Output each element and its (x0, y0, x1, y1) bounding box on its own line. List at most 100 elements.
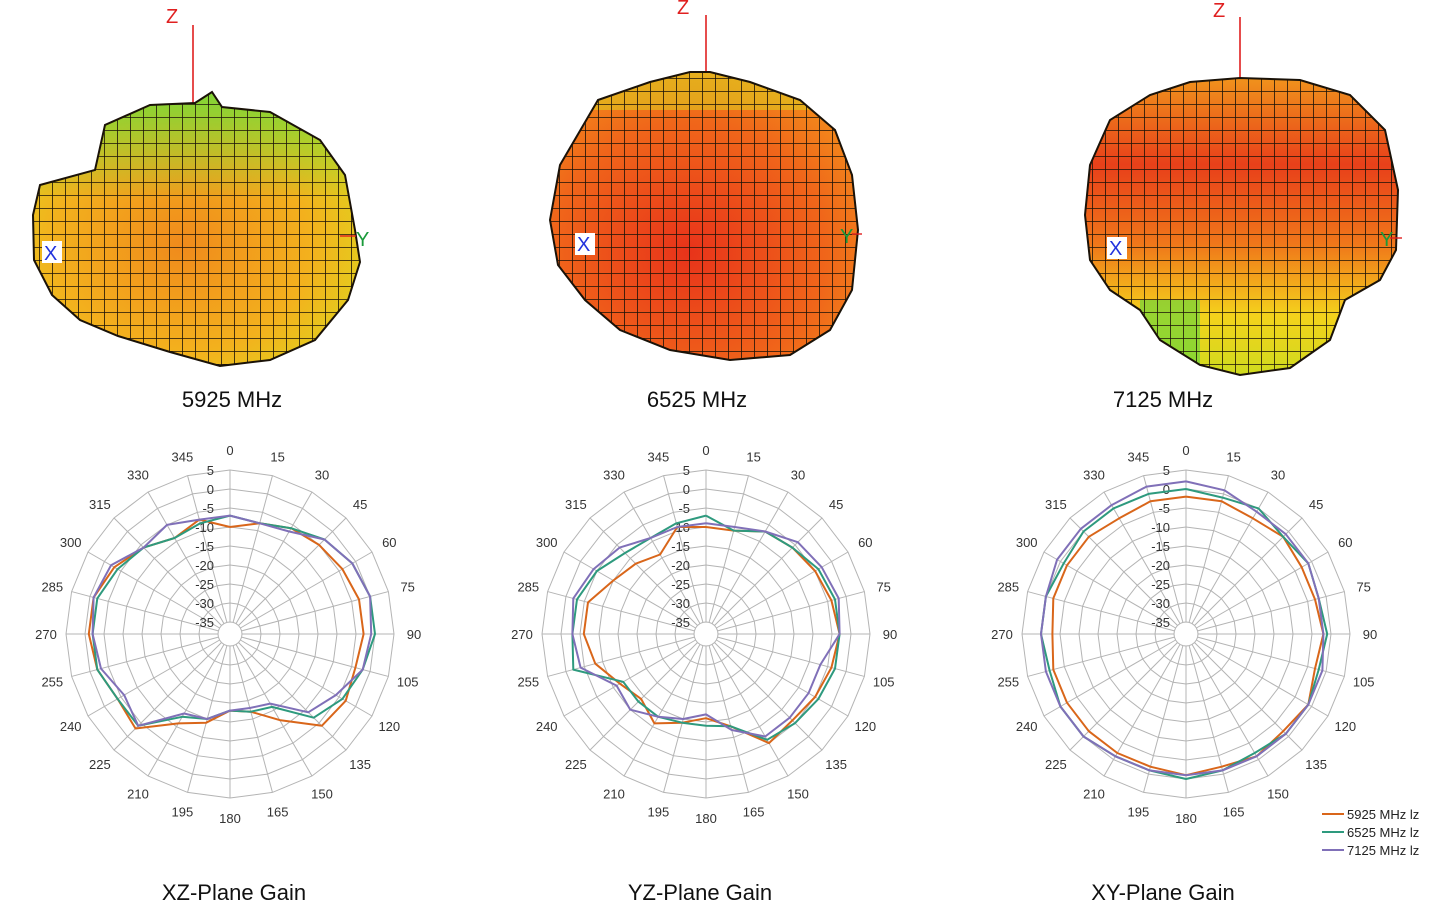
grid-spoke (708, 475, 749, 623)
angle-tick-label: 60 (858, 535, 872, 550)
grid-spoke (241, 591, 389, 632)
angle-tick-label: 210 (127, 786, 149, 801)
radial-tick-label: -30 (671, 596, 690, 611)
angle-tick-label: 120 (378, 719, 400, 734)
grid-spoke (1103, 491, 1181, 624)
radial-tick-label: 0 (683, 482, 690, 497)
angle-tick-label: 105 (873, 675, 895, 690)
yz-plane-gain-chart: 0 15 30 45 60 75 90 105 120 135 150 165 180 195 210 225… (511, 443, 897, 826)
angle-tick-label: 225 (89, 757, 111, 772)
angle-tick-label: 30 (791, 468, 805, 483)
radial-tick-label: -20 (1151, 558, 1170, 573)
angle-tick-label: 105 (1353, 675, 1375, 690)
radiation-pattern-3d-5925: Z X Y 5925 MHz (31, 6, 369, 412)
radial-tick-label: -5 (1158, 501, 1170, 516)
angle-tick-label: 210 (603, 786, 625, 801)
angle-tick-label: 15 (746, 449, 760, 464)
radial-tick-label: -35 (195, 615, 214, 630)
grid-spoke (589, 517, 698, 626)
grid-spoke (1069, 642, 1178, 751)
xz-plane-gain-chart: 0 15 30 45 60 75 90 105 120 135 150 165 180 195 210 225… (35, 443, 421, 826)
radial-tick-label: -30 (195, 596, 214, 611)
grid-spoke (113, 517, 222, 626)
legend-label: 7125 MHz lz (1347, 843, 1419, 858)
angle-tick-label: 300 (1016, 535, 1038, 550)
grid-spoke (240, 639, 373, 717)
grid-ring (217, 621, 243, 647)
grid-spoke (547, 591, 695, 632)
grid-spoke (1197, 636, 1345, 677)
angle-tick-label: 120 (854, 719, 876, 734)
chart-title-xz: XZ-Plane Gain (162, 880, 306, 905)
grid-spoke (714, 517, 823, 626)
grid-spoke (238, 517, 347, 626)
grid-spoke (71, 591, 219, 632)
radiation-pattern-3d-7125: Z X Y 7125 MHz (1083, 0, 1402, 412)
grid-spoke (187, 475, 228, 623)
angle-tick-label: 0 (1182, 443, 1189, 458)
angle-tick-label: 60 (382, 535, 396, 550)
angle-tick-label: 300 (536, 535, 558, 550)
series-line-3 (1040, 480, 1325, 777)
angle-tick-label: 330 (603, 468, 625, 483)
grid-spoke (1196, 639, 1329, 717)
grid-spoke (1188, 645, 1229, 793)
angle-tick-label: 195 (1128, 805, 1150, 820)
grid-spoke (147, 491, 225, 624)
series-line-3 (91, 514, 373, 727)
angle-tick-label: 270 (511, 627, 533, 642)
y-axis-label: Y (356, 229, 369, 251)
legend-label: 5925 MHz lz (1347, 807, 1419, 822)
grid-spoke (589, 642, 698, 751)
angle-tick-label: 150 (787, 786, 809, 801)
angle-tick-label: 270 (991, 627, 1013, 642)
grid-spoke (717, 636, 865, 677)
grid-spoke (241, 636, 389, 677)
frequency-caption: 5925 MHz (182, 387, 282, 412)
radial-tick-label: 5 (683, 463, 690, 478)
z-axis-label: Z (677, 0, 689, 19)
radial-tick-label: -15 (1151, 539, 1170, 554)
grid-spoke (1197, 591, 1345, 632)
angle-tick-label: 90 (407, 627, 421, 642)
grid-spoke (1069, 517, 1178, 626)
angle-tick-label: 45 (1309, 497, 1323, 512)
radial-tick-label: 5 (1163, 463, 1170, 478)
grid-spoke (1191, 491, 1269, 624)
grid-spoke (1043, 551, 1176, 629)
angle-tick-label: 15 (270, 449, 284, 464)
angle-tick-label: 195 (648, 805, 670, 820)
angle-tick-label: 315 (89, 497, 111, 512)
angle-tick-label: 270 (35, 627, 57, 642)
grid-spoke (1043, 639, 1176, 717)
angle-tick-label: 345 (1128, 449, 1150, 464)
radial-tick-label: -5 (678, 501, 690, 516)
angle-tick-label: 210 (1083, 786, 1105, 801)
angle-tick-label: 285 (41, 579, 63, 594)
angle-tick-label: 150 (1267, 786, 1289, 801)
grid-spoke (717, 591, 865, 632)
angle-tick-label: 300 (60, 535, 82, 550)
radial-tick-label: 5 (207, 463, 214, 478)
angle-tick-label: 75 (1356, 579, 1370, 594)
grid-spoke (1188, 475, 1229, 623)
grid-spoke (663, 475, 704, 623)
z-axis-label: Z (1213, 0, 1225, 22)
angle-tick-label: 105 (397, 675, 419, 690)
angle-tick-label: 45 (353, 497, 367, 512)
x-axis-label: X (44, 243, 57, 265)
grid-spoke (716, 551, 849, 629)
angle-tick-label: 180 (1175, 811, 1197, 826)
angle-tick-label: 240 (536, 719, 558, 734)
grid-spoke (623, 491, 701, 624)
grid-spoke (1196, 551, 1329, 629)
series-line-2 (571, 514, 841, 741)
frequency-caption: 6525 MHz (647, 387, 747, 412)
radial-tick-label: -10 (1151, 520, 1170, 535)
radial-tick-label: -30 (1151, 596, 1170, 611)
grid-ring (1173, 621, 1199, 647)
angle-tick-label: 330 (1083, 468, 1105, 483)
frequency-caption: 7125 MHz (1113, 387, 1213, 412)
grid-spoke (238, 642, 347, 751)
